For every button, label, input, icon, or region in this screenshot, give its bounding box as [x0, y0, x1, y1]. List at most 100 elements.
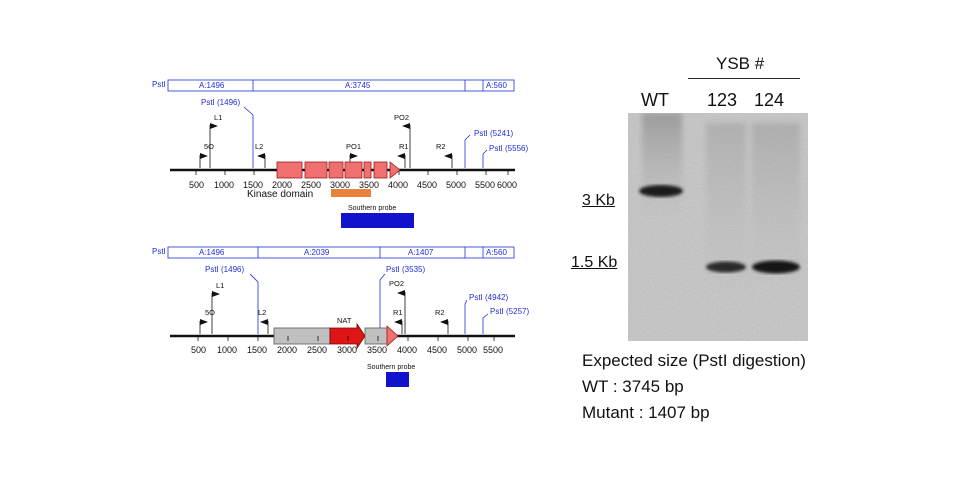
mut-tick-5000: 5000: [457, 345, 477, 355]
wt-pst-sites: PstI (1496) PstI (5241) PstI (5556): [201, 98, 528, 168]
mut-tick-500: 500: [191, 345, 206, 355]
mut-restriction-left-label: PstI: [152, 247, 166, 256]
gel-group-underline: [688, 78, 800, 79]
wt-primer-5o-flag-icon: [200, 153, 208, 159]
wt-probe-bar: [341, 213, 414, 228]
wt-primer-r2-label: R2: [436, 142, 446, 151]
mut-seg-4: A:560: [486, 248, 507, 257]
expected-size-wt: WT : 3745 bp: [582, 377, 684, 396]
locus-maps: PstI A:1496 A:3745 A:560 PstI (1496) Pst…: [152, 79, 529, 387]
mut-restriction-bar: PstI A:1496 A:2039 A:1407 A:560: [152, 246, 515, 259]
mut-pst-site-3: PstI (4942): [469, 293, 508, 302]
mut-seg-2: A:2039: [304, 248, 330, 257]
wt-exon: [373, 161, 388, 179]
wt-tick-5500: 5500: [475, 180, 495, 190]
mut-primer-r1-flag-icon: [394, 319, 402, 325]
wt-tick-6000: 6000: [497, 180, 517, 190]
mut-tick-3500: 3500: [367, 345, 387, 355]
nat-label: NAT: [337, 316, 352, 325]
wt-axis-ticks: 500 1000 1500 2000 2500 3000 3500 4000 4…: [189, 170, 517, 190]
wt-tick-4500: 4500: [417, 180, 437, 190]
lane-label-123: 123: [707, 90, 738, 110]
wt-restriction-bar: PstI A:1496 A:3745 A:560: [152, 79, 515, 92]
wt-primer-po1-label: PO1: [346, 142, 361, 151]
wt-pst-site-1: PstI (1496): [201, 98, 240, 107]
wt-tick-1000: 1000: [214, 180, 234, 190]
mut-pst-site-2: PstI (3535): [386, 265, 425, 274]
wt-primer-l1-flag-icon: [210, 123, 218, 129]
gel-group-label: YSB #: [716, 54, 765, 73]
wt-primers: L1 5O L2 PO1 PO2 R1 R2: [199, 113, 453, 168]
mut-primer-r2-label: R2: [435, 308, 445, 317]
mut-tick-3000: 3000: [337, 345, 357, 355]
mut-terminator-arrow-icon: [386, 325, 399, 347]
mut-primer-po2-label: PO2: [389, 279, 404, 288]
wt-seg-3: A:560: [486, 81, 507, 90]
wt-tick-2500: 2500: [301, 180, 321, 190]
wt-exon: [328, 161, 344, 179]
mut-primer-r1-label: R1: [393, 308, 403, 317]
mut-primer-5o-flag-icon: [200, 319, 208, 325]
wt-primer-po2-label: PO2: [394, 113, 409, 122]
mut-primer-l2-label: L2: [258, 308, 266, 317]
wt-primer-po2-flag-icon: [402, 123, 410, 129]
band-124-1-5kb: [752, 260, 800, 274]
wt-exon: [363, 161, 372, 179]
mut-primer-r2-flag-icon: [440, 319, 448, 325]
mutant-map: PstI A:1496 A:2039 A:1407 A:560 PstI (14…: [152, 246, 529, 387]
mut-axis-ticks: 500 1000 1500 2000 2500 3000 3500 4000 4…: [191, 336, 503, 355]
mut-primer-5o-label: 5O: [205, 308, 215, 317]
wt-exon: [304, 161, 328, 179]
southern-blot-image: [628, 113, 808, 341]
mut-tick-5500: 5500: [483, 345, 503, 355]
marker-3kb: 3 Kb: [582, 192, 615, 209]
wt-tick-500: 500: [189, 180, 204, 190]
mut-nat-cassette: NAT: [273, 316, 399, 350]
marker-1-5kb: 1.5 Kb: [571, 254, 618, 271]
lane-wt-smear: [642, 113, 682, 223]
wt-gene-exons: [276, 161, 401, 179]
mut-tick-1500: 1500: [247, 345, 267, 355]
wt-kinase-domain-bar: [331, 189, 371, 197]
mut-probe-bar: [386, 372, 409, 387]
wt-primer-r2-flag-icon: [444, 153, 452, 159]
wt-exon: [276, 161, 303, 179]
mut-pst-site-4: PstI (5257): [490, 307, 529, 316]
wt-primer-l2-flag-icon: [257, 153, 265, 159]
band-123-1-5kb: [706, 261, 746, 273]
mut-probe-label: Southern probe: [367, 364, 415, 371]
mut-primer-po2-flag-icon: [397, 290, 405, 296]
band-wt-3kb: [639, 185, 683, 197]
mut-tick-2500: 2500: [307, 345, 327, 355]
wt-tick-1500: 1500: [243, 180, 263, 190]
wt-tick-2000: 2000: [272, 180, 292, 190]
wt-exon-arrow-icon: [389, 161, 401, 179]
mut-tick-4500: 4500: [427, 345, 447, 355]
mut-pst-site-1: PstI (1496): [205, 265, 244, 274]
wt-pst-site-3: PstI (5556): [489, 144, 528, 153]
wt-primer-r1-label: R1: [399, 142, 409, 151]
wt-tick-3500: 3500: [359, 180, 379, 190]
nat-arrow-icon: [329, 322, 366, 350]
mut-primer-l2-flag-icon: [260, 319, 268, 325]
expected-size-mutant: Mutant : 1407 bp: [582, 403, 710, 422]
mut-primer-l1-label: L1: [216, 281, 224, 290]
wt-primer-l2-label: L2: [255, 142, 263, 151]
wt-exon: [344, 161, 363, 179]
expected-size-title: Expected size (PstI digestion): [582, 351, 806, 370]
mut-primers: L1 5O L2 PO2 R1 R2: [199, 279, 449, 334]
mut-pst-sites: PstI (1496) PstI (3535) PstI (4942) PstI…: [205, 265, 529, 334]
mut-seg-1: A:1496: [199, 248, 225, 257]
wt-tick-5000: 5000: [446, 180, 466, 190]
mut-seg-3: A:1407: [408, 248, 434, 257]
wt-seg-2: A:3745: [345, 81, 371, 90]
mut-primer-l1-flag-icon: [212, 291, 220, 297]
wt-primer-5o-label: 5O: [204, 142, 214, 151]
wt-restriction-left-label: PstI: [152, 80, 166, 89]
lane-label-124: 124: [754, 90, 785, 110]
wt-primer-po1-flag-icon: [350, 153, 358, 159]
wt-primer-r1-flag-icon: [397, 153, 405, 159]
wt-probe-label: Southern probe: [348, 205, 396, 212]
wt-pst-site-2: PstI (5241): [474, 129, 513, 138]
wt-kinase-domain-label: Kinase domain: [247, 189, 313, 200]
